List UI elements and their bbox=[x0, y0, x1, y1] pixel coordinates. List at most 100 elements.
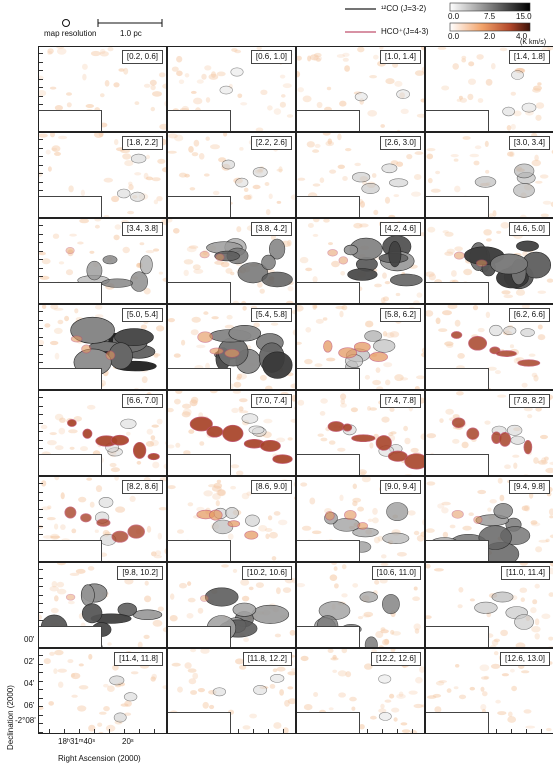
noise-speckle bbox=[380, 301, 388, 303]
noise-speckle bbox=[398, 691, 404, 697]
noise-speckle bbox=[360, 201, 365, 208]
noise-speckle bbox=[474, 145, 482, 150]
tick-mark bbox=[39, 689, 43, 690]
noise-speckle bbox=[331, 260, 340, 268]
velocity-range-label: [9.4, 9.8] bbox=[508, 480, 550, 494]
noise-speckle bbox=[239, 664, 247, 670]
velocity-range-label: [11.8, 12.2] bbox=[242, 652, 292, 666]
noise-speckle bbox=[473, 160, 480, 166]
noise-speckle bbox=[410, 729, 418, 733]
noise-speckle bbox=[107, 642, 112, 646]
noise-speckle bbox=[77, 705, 87, 712]
noise-speckle bbox=[164, 548, 166, 555]
noise-speckle bbox=[499, 47, 508, 52]
channel-panel: [1.0, 1.4] bbox=[296, 46, 425, 132]
noise-speckle bbox=[156, 418, 163, 425]
tick-mark bbox=[39, 569, 43, 570]
noise-speckle bbox=[230, 464, 240, 469]
noise-speckle bbox=[272, 668, 278, 673]
co-emission-blob bbox=[245, 514, 260, 527]
tick-mark bbox=[39, 491, 43, 493]
noise-speckle bbox=[380, 124, 385, 128]
noise-speckle bbox=[350, 407, 358, 413]
panel-mask-box bbox=[297, 368, 360, 389]
noise-speckle bbox=[404, 437, 411, 445]
noise-speckle bbox=[107, 560, 111, 561]
noise-speckle bbox=[519, 587, 528, 593]
noise-speckle bbox=[176, 70, 183, 77]
noise-speckle bbox=[41, 480, 47, 487]
hco-tick-2: 4.0 bbox=[516, 32, 528, 41]
noise-speckle bbox=[510, 91, 516, 96]
noise-speckle bbox=[510, 123, 516, 130]
channel-map-image bbox=[168, 305, 295, 389]
noise-speckle bbox=[168, 407, 174, 413]
channel-panel: [7.0, 7.4] bbox=[167, 390, 296, 476]
noise-speckle bbox=[50, 535, 61, 539]
noise-speckle bbox=[351, 706, 356, 711]
co-emission-blob bbox=[101, 278, 133, 288]
noise-speckle bbox=[107, 685, 115, 692]
noise-speckle bbox=[344, 65, 350, 72]
noise-speckle bbox=[421, 352, 424, 358]
noise-speckle bbox=[49, 651, 55, 656]
noise-speckle bbox=[372, 507, 378, 515]
co-emission-blob bbox=[261, 254, 276, 271]
noise-speckle bbox=[94, 529, 99, 533]
co-emission-blob bbox=[503, 326, 517, 335]
velocity-range-label: [7.0, 7.4] bbox=[250, 394, 292, 408]
co-emission-blob bbox=[228, 325, 262, 342]
noise-speckle bbox=[340, 393, 347, 400]
noise-speckle bbox=[282, 587, 292, 593]
channel-map-image bbox=[39, 392, 166, 475]
noise-speckle bbox=[306, 141, 315, 148]
noise-speckle bbox=[276, 168, 283, 172]
noise-speckle bbox=[325, 140, 334, 147]
noise-speckle bbox=[55, 445, 64, 451]
noise-speckle bbox=[540, 213, 549, 217]
noise-speckle bbox=[535, 114, 542, 121]
noise-speckle bbox=[411, 191, 421, 197]
noise-speckle bbox=[43, 535, 53, 539]
noise-speckle bbox=[446, 248, 455, 254]
noise-speckle bbox=[452, 438, 460, 444]
noise-speckle bbox=[191, 152, 199, 157]
panel-mask-box bbox=[297, 282, 360, 303]
noise-speckle bbox=[390, 629, 395, 635]
noise-speckle bbox=[58, 427, 66, 435]
tick-mark bbox=[496, 729, 497, 733]
co-emission-blob bbox=[132, 609, 163, 620]
noise-speckle bbox=[124, 700, 132, 707]
channel-panel: [5.0, 5.4] bbox=[38, 304, 167, 390]
co-emission-blob bbox=[270, 673, 285, 683]
noise-speckle bbox=[99, 49, 106, 54]
noise-speckle bbox=[75, 568, 86, 574]
velocity-range-label: [3.8, 4.2] bbox=[250, 222, 292, 236]
ra-ticks bbox=[39, 729, 166, 733]
co-emission-blob bbox=[123, 692, 138, 702]
noise-speckle bbox=[246, 491, 252, 496]
tick-mark bbox=[382, 729, 383, 733]
tick-mark bbox=[39, 267, 43, 269]
noise-speckle bbox=[542, 200, 552, 205]
channel-map-image bbox=[168, 133, 295, 217]
noise-speckle bbox=[268, 193, 273, 200]
noise-speckle bbox=[269, 683, 276, 689]
noise-speckle bbox=[352, 497, 362, 503]
noise-speckle bbox=[57, 563, 66, 566]
noise-speckle bbox=[54, 477, 60, 481]
noise-speckle bbox=[426, 481, 436, 486]
noise-speckle bbox=[422, 519, 424, 526]
noise-speckle bbox=[201, 73, 207, 80]
noise-speckle bbox=[46, 517, 56, 521]
noise-speckle bbox=[421, 66, 424, 73]
noise-speckle bbox=[312, 233, 319, 237]
noise-speckle bbox=[162, 685, 166, 689]
noise-speckle bbox=[442, 310, 452, 316]
noise-speckle bbox=[312, 149, 320, 153]
hco-emission-blob bbox=[338, 347, 358, 359]
noise-speckle bbox=[103, 214, 110, 217]
noise-speckle bbox=[454, 319, 461, 327]
noise-speckle bbox=[380, 563, 389, 566]
noise-speckle bbox=[151, 551, 157, 557]
